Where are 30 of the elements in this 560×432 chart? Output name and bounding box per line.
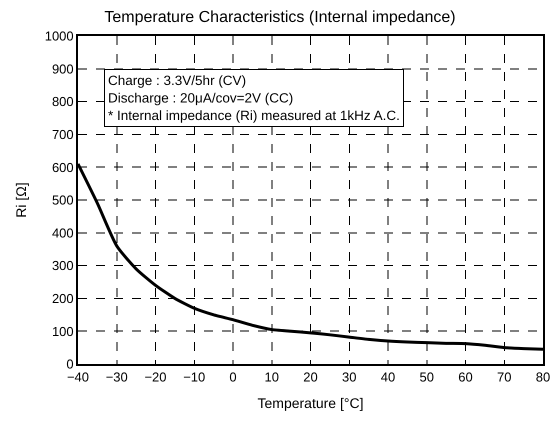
x-tick-label: 10 xyxy=(264,369,279,384)
x-tick-label: 50 xyxy=(420,369,434,384)
chart-title: Temperature Characteristics (Internal impedance) xyxy=(104,9,456,26)
x-tick-label: 0 xyxy=(229,369,237,384)
y-tick-label: 1000 xyxy=(44,28,74,44)
x-axis-title: Temperature [°C] xyxy=(258,395,364,412)
annotation: * Internal impedance (Ri) measured at 1kHz A.C. xyxy=(108,108,400,124)
x-tick-label: 80 xyxy=(536,369,550,384)
x-tick-label: −20 xyxy=(144,369,167,384)
x-tick-label: 20 xyxy=(303,369,318,384)
y-tick-label: 900 xyxy=(52,61,74,76)
x-tick-label: 30 xyxy=(342,369,356,384)
x-tick-label: 70 xyxy=(497,369,512,384)
y-tick-label: 400 xyxy=(52,225,74,240)
y-tick-label: 300 xyxy=(52,258,74,274)
y-tick-label: 200 xyxy=(52,290,74,306)
annotation: Charge : 3.3V/5hr (CV) xyxy=(108,73,246,88)
y-axis-title: Ri [Ω] xyxy=(12,182,29,218)
annotation: Discharge : 20μA/cov=2V (CC) xyxy=(108,90,294,106)
x-tick-label: 60 xyxy=(458,369,473,384)
y-tick-label: 600 xyxy=(52,160,74,175)
y-tick-label: 700 xyxy=(52,126,74,142)
x-tick-label: −30 xyxy=(106,369,128,384)
x-tick-label: 40 xyxy=(380,369,396,384)
y-tick-label: 800 xyxy=(52,94,74,110)
x-tick-label: −40 xyxy=(66,369,90,384)
y-tick-label: 0 xyxy=(66,356,74,372)
y-tick-label: 500 xyxy=(52,192,74,208)
x-tick-label: −10 xyxy=(183,369,206,384)
y-tick-label: 100 xyxy=(52,324,74,339)
